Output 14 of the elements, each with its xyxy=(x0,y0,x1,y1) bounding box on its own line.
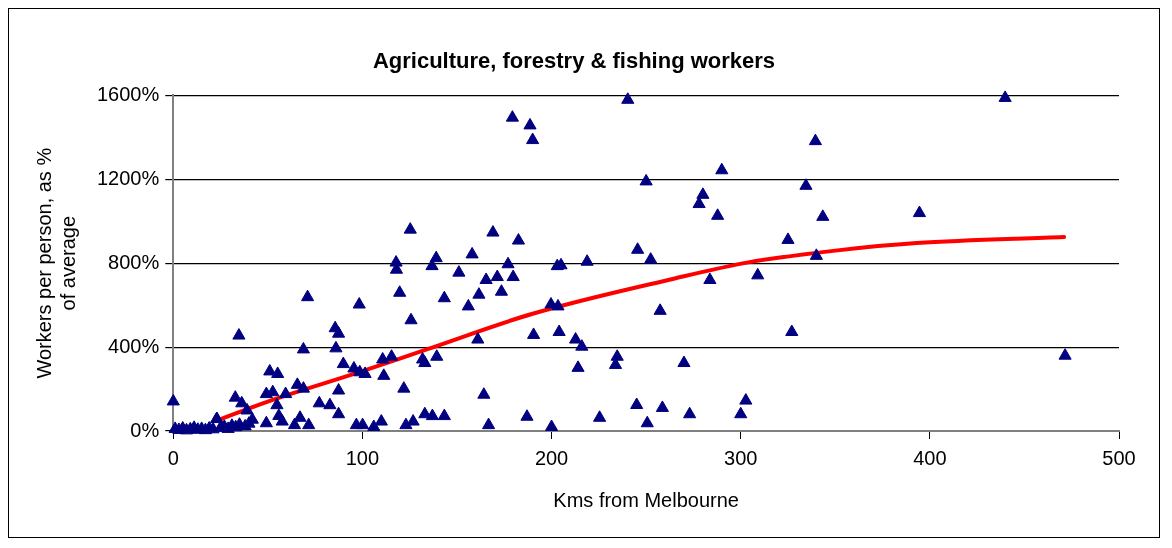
x-tick-label: 500 xyxy=(1102,446,1136,469)
x-tick-label: 100 xyxy=(345,446,380,469)
y-tick-label: 0% xyxy=(130,418,160,441)
chart-title: Agriculture, forestry & fishing workers xyxy=(372,48,776,74)
y-axis-title: Workers per person, as % of average xyxy=(32,147,79,379)
y-tick-label: 1200% xyxy=(96,166,160,189)
y-tick-label: 1600% xyxy=(96,82,160,105)
x-tick-label: 200 xyxy=(534,446,569,469)
x-axis-title: Kms from Melbourne xyxy=(553,488,739,511)
x-tick-label: 400 xyxy=(913,446,947,469)
y-tick-label: 800% xyxy=(108,250,160,273)
y-tick-label: 400% xyxy=(108,334,160,357)
x-tick-label: 300 xyxy=(724,446,758,469)
x-tick-label: 0 xyxy=(167,446,179,469)
